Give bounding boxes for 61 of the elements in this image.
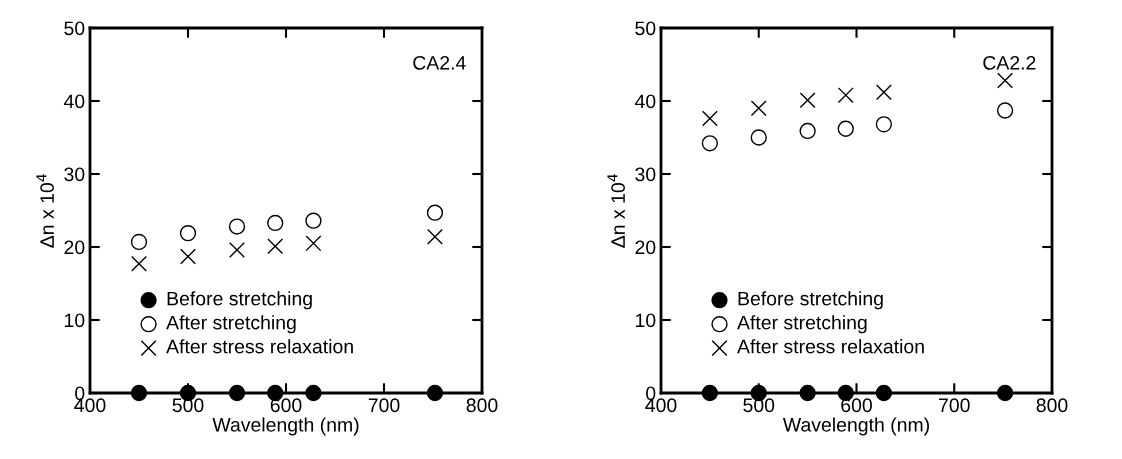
y-axis-title: Δn x 10$^{4}$	[607, 174, 625, 248]
point	[701, 384, 719, 402]
point	[799, 92, 816, 109]
x-tick-label: 800	[466, 398, 498, 413]
legend-label: After stretching	[166, 315, 296, 334]
x-tick-label: 500	[172, 398, 204, 413]
point	[228, 384, 246, 402]
x-tick-label: 800	[1036, 398, 1068, 413]
point	[180, 248, 196, 265]
y-tick-label: 30	[64, 167, 85, 182]
point	[996, 102, 1014, 119]
annotation: CA2.2	[983, 55, 1036, 70]
point	[229, 241, 245, 258]
point	[875, 116, 893, 133]
point	[426, 384, 444, 402]
y-tick-label: 10	[65, 313, 85, 328]
point	[305, 212, 322, 229]
legend-label: After stress relaxation	[166, 339, 353, 354]
point	[996, 384, 1014, 402]
point	[131, 255, 147, 272]
legend-label: Before stretching	[167, 291, 312, 310]
point	[837, 87, 854, 104]
x-tick-label: 700	[368, 398, 400, 413]
point	[875, 84, 892, 101]
legend-label: Before stretching	[738, 291, 883, 310]
point	[426, 228, 443, 245]
point	[130, 233, 148, 251]
point	[228, 218, 246, 235]
legend-label: After stretching	[737, 315, 867, 334]
point	[305, 384, 322, 402]
x-axis-title: Wavelength (nm)	[782, 417, 929, 436]
y-tick-label: 50	[635, 21, 656, 36]
point	[837, 120, 854, 137]
x-tick-label: 500	[743, 398, 775, 413]
y-tick-label: 50	[64, 21, 85, 36]
point	[267, 238, 284, 255]
y-tick-label: 20	[64, 240, 85, 255]
point	[799, 384, 816, 402]
point	[799, 122, 816, 140]
y-tick-label: 40	[63, 94, 85, 109]
y-tick-label: 40	[634, 94, 656, 109]
legend-label: After stress relaxation	[737, 339, 924, 354]
annotation: CA2.4	[413, 55, 466, 70]
point	[267, 214, 284, 232]
x-axis-title: Wavelength (nm)	[212, 417, 359, 436]
point	[179, 224, 197, 242]
y-tick-label: 20	[635, 240, 656, 255]
point	[750, 100, 767, 117]
point	[875, 384, 893, 402]
point	[750, 129, 767, 146]
y-tick-label: 30	[635, 167, 656, 182]
y-axis-title: Δn x 10$^{4}$	[36, 174, 54, 248]
point	[997, 72, 1014, 89]
x-tick-label: 700	[939, 398, 970, 413]
y-tick-label: 10	[636, 313, 656, 328]
point	[305, 235, 322, 252]
point	[426, 204, 444, 221]
point	[701, 135, 719, 152]
x-tick-label: 600	[841, 398, 872, 413]
point	[701, 110, 718, 127]
point	[130, 384, 148, 402]
